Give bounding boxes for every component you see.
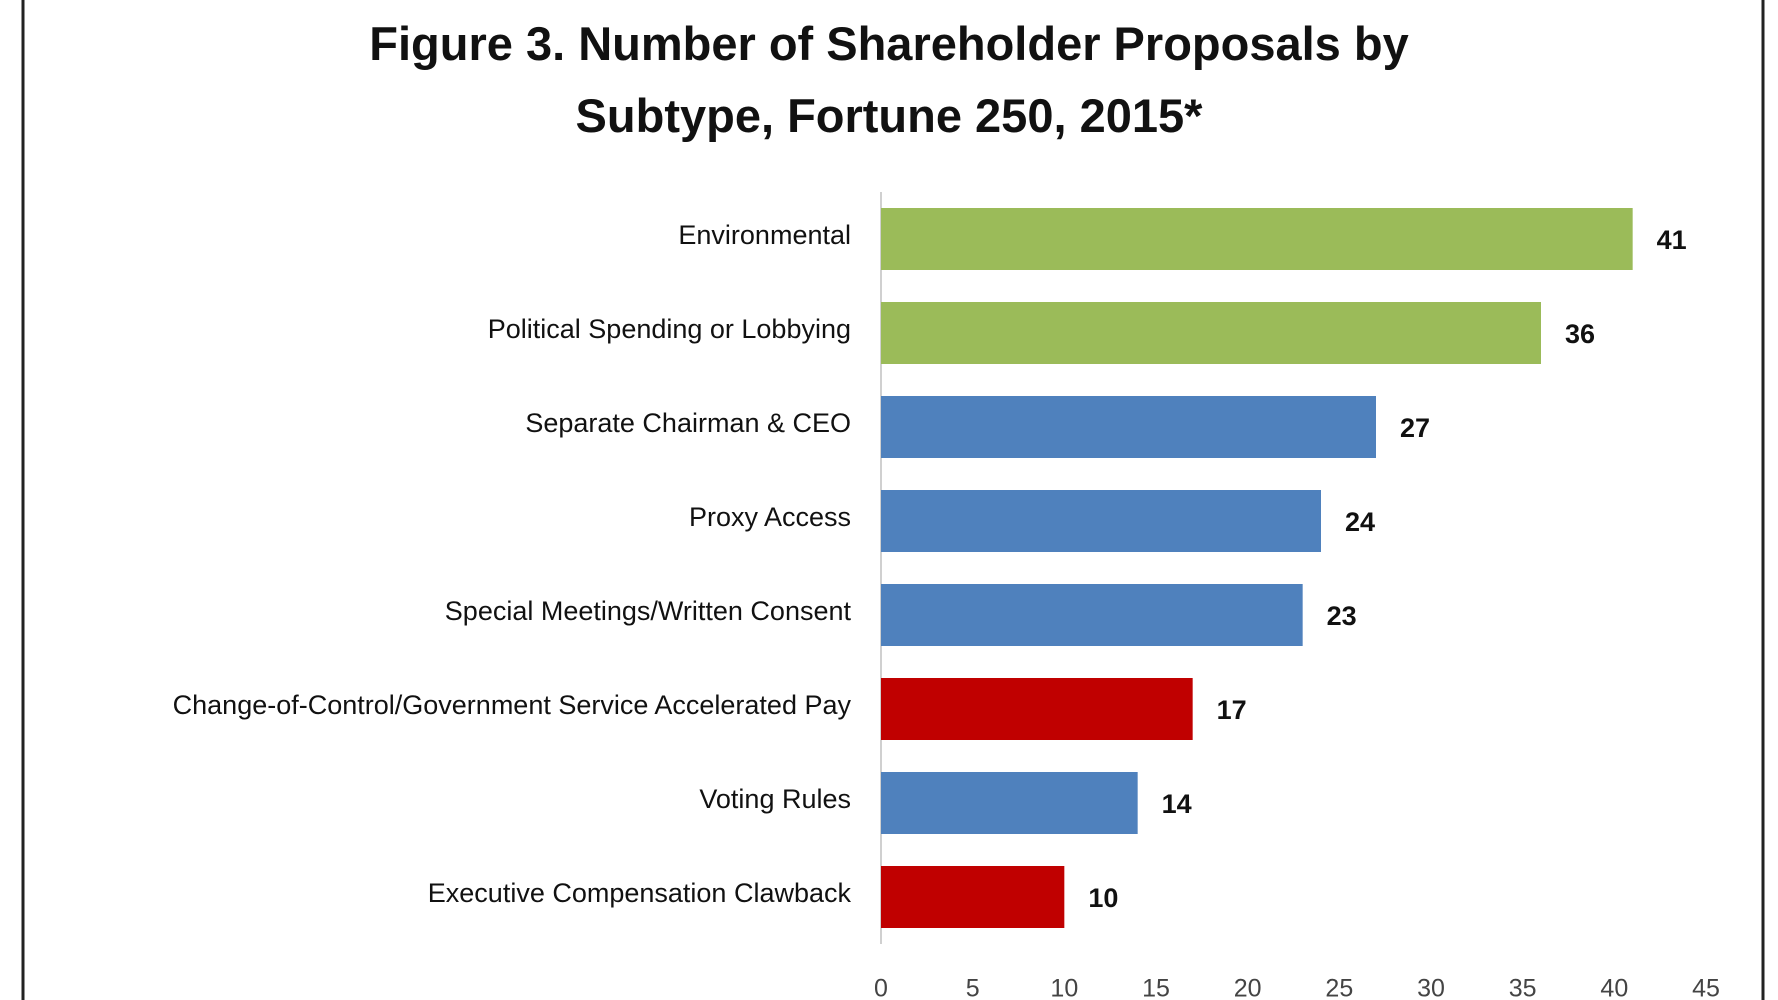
y-tick-label: Change-of-Control/Government Service Acc… (173, 690, 852, 720)
y-tick-label: Voting Rules (699, 784, 851, 814)
y-tick-label: Proxy Access (689, 502, 851, 532)
bar (881, 678, 1193, 740)
x-tick-label: 10 (1050, 975, 1078, 1000)
x-tick-label: 5 (966, 975, 980, 1000)
bar (881, 208, 1633, 270)
y-tick-label: Executive Compensation Clawback (428, 878, 852, 908)
x-tick-label: 45 (1692, 975, 1720, 1000)
x-tick-label: 40 (1600, 975, 1628, 1000)
y-tick-label: Separate Chairman & CEO (525, 408, 851, 438)
x-tick-label: 35 (1509, 975, 1537, 1000)
bar (881, 302, 1541, 364)
x-tick-label: 0 (874, 975, 888, 1000)
data-label: 17 (1217, 695, 1247, 725)
bar (881, 396, 1376, 458)
y-tick-label: Special Meetings/Written Consent (445, 596, 852, 626)
bar (881, 772, 1138, 834)
data-label: 10 (1088, 883, 1118, 913)
data-label: 24 (1345, 507, 1375, 537)
data-label: 41 (1657, 225, 1687, 255)
y-tick-label: Environmental (678, 220, 851, 250)
x-tick-label: 15 (1142, 975, 1170, 1000)
y-tick-label: Political Spending or Lobbying (488, 314, 851, 344)
bar (881, 490, 1321, 552)
data-label: 36 (1565, 319, 1595, 349)
data-label: 23 (1327, 601, 1357, 631)
data-label: 14 (1162, 789, 1192, 819)
data-label: 27 (1400, 413, 1430, 443)
x-tick-label: 20 (1234, 975, 1262, 1000)
x-tick-label: 30 (1417, 975, 1445, 1000)
x-tick-label: 25 (1325, 975, 1353, 1000)
bar (881, 584, 1303, 646)
chart-title: Figure 3. Number of Shareholder Proposal… (369, 17, 1409, 142)
bar (881, 866, 1065, 928)
